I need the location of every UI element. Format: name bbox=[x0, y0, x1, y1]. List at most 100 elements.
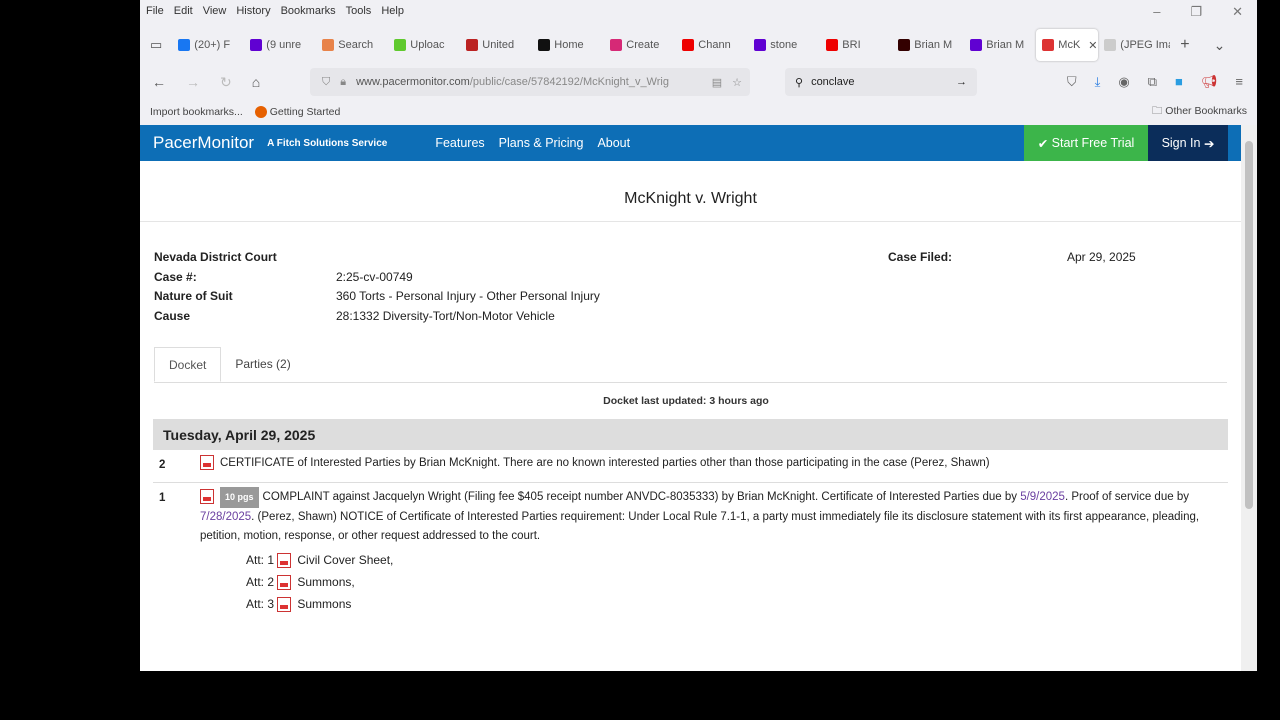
tab-parties[interactable]: Parties (2) bbox=[235, 357, 291, 371]
tab-favicon-icon bbox=[682, 39, 695, 51]
menu-file[interactable]: File bbox=[146, 5, 164, 17]
minimize-button[interactable]: – bbox=[1153, 4, 1161, 19]
other-bookmarks[interactable]: 🗀︎ Other Bookmarks bbox=[1151, 105, 1247, 117]
browser-tab[interactable]: BRI bbox=[820, 29, 892, 61]
tab-overview-icon[interactable]: ▭ bbox=[150, 37, 163, 52]
entry-number: 2 bbox=[159, 459, 166, 471]
filed-label: Case Filed: bbox=[888, 250, 953, 264]
tab-favicon-icon bbox=[1042, 39, 1055, 51]
site-tagline: A Fitch Solutions Service bbox=[267, 137, 388, 149]
tab-label: United bbox=[482, 39, 515, 51]
docket-entry: 2 CERTIFICATE of Interested Parties by B… bbox=[153, 453, 1228, 483]
browser-tab[interactable]: Brian M bbox=[892, 29, 964, 61]
browser-tab[interactable]: (JPEG Imag bbox=[1098, 29, 1170, 61]
due-date-link[interactable]: 7/28/2025 bbox=[200, 511, 252, 523]
browser-tab[interactable]: Home bbox=[532, 29, 604, 61]
bookmark-label: Getting Started bbox=[269, 105, 341, 118]
bookmarks-bar: Import bookmarks... Getting Started 🗀︎ O… bbox=[150, 102, 1247, 122]
new-tab-button[interactable]: + bbox=[1180, 36, 1190, 53]
nav-about[interactable]: About bbox=[597, 136, 631, 150]
tab-favicon-icon bbox=[898, 39, 911, 51]
menu-tools[interactable]: Tools bbox=[345, 5, 372, 17]
star-icon[interactable]: ☆ bbox=[732, 76, 742, 89]
bookmark-getting-started[interactable]: Getting Started bbox=[254, 105, 341, 119]
pdf-icon[interactable] bbox=[200, 455, 214, 471]
pdf-icon[interactable] bbox=[277, 597, 292, 613]
account-icon[interactable]: ◉ bbox=[1118, 74, 1130, 89]
tab-favicon-icon bbox=[538, 39, 551, 51]
browser-tab[interactable]: (9 unre bbox=[244, 29, 316, 61]
case-info: Nevada District Court Case #: 2:25-cv-00… bbox=[140, 222, 1241, 323]
bookmark-import[interactable]: Import bookmarks... bbox=[150, 106, 243, 118]
entry-text: . Proof of service due by bbox=[1064, 491, 1189, 503]
case-tabs: Docket Parties (2) bbox=[154, 347, 1227, 383]
sign-in-button[interactable]: Sign In ➔ bbox=[1148, 125, 1228, 161]
back-icon[interactable]: ← bbox=[152, 74, 166, 90]
browser-tab[interactable]: Create bbox=[604, 29, 676, 61]
list-tabs-icon[interactable]: ⌄ bbox=[1213, 36, 1226, 53]
trial-label: Start Free Trial bbox=[1051, 136, 1135, 150]
url-bar[interactable]: ⛉ 🔒︎ www.pacermonitor.com/public/case/578… bbox=[310, 68, 750, 96]
nav-features[interactable]: Features bbox=[435, 136, 485, 150]
close-window-button[interactable]: ✕ bbox=[1232, 4, 1243, 19]
attachment-name: Civil Cover Sheet, bbox=[297, 553, 394, 567]
menu-icon[interactable]: ≡ bbox=[1235, 74, 1243, 89]
tab-label: Brian M bbox=[986, 39, 1025, 51]
lock-icon: 🔒︎ bbox=[340, 75, 347, 88]
scrollbar-thumb[interactable] bbox=[1245, 141, 1253, 509]
download-icon[interactable]: ⤓ bbox=[1094, 74, 1101, 89]
search-bar[interactable]: ⚲ conclave → bbox=[785, 68, 977, 96]
tab-label: (JPEG Imag bbox=[1120, 39, 1170, 51]
go-arrow-icon[interactable]: → bbox=[956, 76, 967, 88]
forward-icon[interactable]: → bbox=[186, 74, 200, 90]
reload-icon[interactable]: ↻ bbox=[220, 73, 232, 90]
browser-tab[interactable]: Uploac bbox=[388, 29, 460, 61]
tab-label: McK bbox=[1058, 39, 1081, 51]
browser-tab[interactable]: Chann bbox=[676, 29, 748, 61]
case-title: McKnight v. Wright bbox=[140, 190, 1241, 222]
extension-badge-icon[interactable]: ■ bbox=[1175, 74, 1183, 89]
tab-favicon-icon bbox=[826, 39, 839, 51]
maximize-button[interactable]: ❐ bbox=[1190, 4, 1203, 19]
pocket-icon[interactable]: ⛉ bbox=[1066, 74, 1077, 89]
browser-tab[interactable]: Brian M bbox=[964, 29, 1036, 61]
attachment[interactable]: Att: 1 Civil Cover Sheet, bbox=[246, 553, 394, 569]
entry-number: 1 bbox=[159, 492, 166, 504]
pdf-icon[interactable] bbox=[200, 489, 214, 505]
attachment[interactable]: Att: 3 Summons bbox=[246, 597, 351, 613]
browser-tab[interactable]: United bbox=[460, 29, 532, 61]
tab-docket[interactable]: Docket bbox=[154, 347, 222, 382]
site-logo[interactable]: PacerMonitor bbox=[153, 133, 255, 152]
attachment[interactable]: Att: 2 Summons, bbox=[246, 575, 355, 591]
cause-label: Cause bbox=[154, 309, 191, 323]
menu-view[interactable]: View bbox=[202, 5, 227, 17]
megaphone-icon[interactable]: 📢︎ bbox=[1200, 74, 1218, 89]
extensions-icon[interactable]: ⧉ bbox=[1147, 74, 1158, 89]
case-no: 2:25-cv-00749 bbox=[336, 270, 413, 284]
scrollbar[interactable] bbox=[1241, 125, 1257, 671]
due-date-link[interactable]: 5/9/2025 bbox=[1020, 491, 1065, 503]
menu-history[interactable]: History bbox=[236, 5, 271, 17]
browser-tab[interactable]: stone bbox=[748, 29, 820, 61]
menu-edit[interactable]: Edit bbox=[173, 5, 193, 17]
browser-tab[interactable]: Search bbox=[316, 29, 388, 61]
reader-icon[interactable]: ▤ bbox=[711, 76, 723, 89]
browser-tab[interactable]: (20+) F bbox=[172, 29, 244, 61]
start-free-trial-button[interactable]: ✔ Start Free Trial bbox=[1024, 125, 1148, 161]
nav-plans-pricing[interactable]: Plans & Pricing bbox=[498, 136, 584, 150]
tab-label: BRI bbox=[842, 39, 861, 51]
tab-label: (9 unre bbox=[266, 39, 302, 51]
tab-label: Chann bbox=[698, 39, 731, 51]
pdf-icon[interactable] bbox=[277, 575, 292, 591]
signin-label: Sign In bbox=[1161, 136, 1201, 150]
entry-text: COMPLAINT against Jacquelyn Wright (Fili… bbox=[262, 491, 1021, 503]
close-tab-icon[interactable]: ✕ bbox=[1088, 39, 1098, 52]
docket-updated: Docket last updated: 3 hours ago bbox=[603, 395, 769, 407]
home-icon[interactable]: ⌂ bbox=[251, 74, 261, 90]
tab-strip: ▭ (20+) F (9 unre Search Uploac United Home Cr… bbox=[140, 28, 1257, 62]
menu-bookmarks[interactable]: Bookmarks bbox=[280, 5, 336, 17]
menu-help[interactable]: Help bbox=[381, 5, 404, 17]
pdf-icon[interactable] bbox=[277, 553, 292, 569]
browser-tab[interactable]: McK ✕ bbox=[1036, 29, 1099, 61]
attachment-label: Att: 1 bbox=[246, 553, 275, 567]
